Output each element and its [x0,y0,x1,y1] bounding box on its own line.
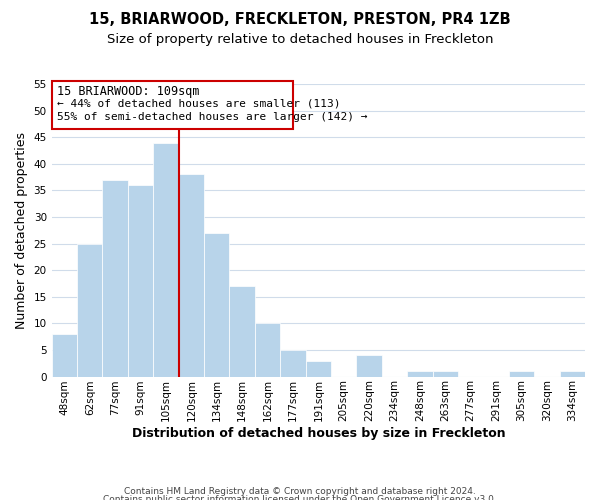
Bar [128,185,153,376]
Bar [52,334,77,376]
Bar [433,371,458,376]
Bar [229,286,255,376]
Bar [560,371,585,376]
Y-axis label: Number of detached properties: Number of detached properties [15,132,28,329]
Bar [204,233,229,376]
Text: Size of property relative to detached houses in Freckleton: Size of property relative to detached ho… [107,32,493,46]
Bar [77,244,103,376]
Bar [509,371,534,376]
Text: 15 BRIARWOOD: 109sqm: 15 BRIARWOOD: 109sqm [57,85,199,98]
Bar [52,82,293,129]
Bar [356,356,382,376]
Bar [407,371,433,376]
Bar [153,142,179,376]
Text: Contains HM Land Registry data © Crown copyright and database right 2024.: Contains HM Land Registry data © Crown c… [124,488,476,496]
Bar [179,174,204,376]
Text: 15, BRIARWOOD, FRECKLETON, PRESTON, PR4 1ZB: 15, BRIARWOOD, FRECKLETON, PRESTON, PR4 … [89,12,511,28]
Bar [255,324,280,376]
Bar [305,360,331,376]
X-axis label: Distribution of detached houses by size in Freckleton: Distribution of detached houses by size … [131,427,505,440]
Text: Contains public sector information licensed under the Open Government Licence v3: Contains public sector information licen… [103,495,497,500]
Bar [103,180,128,376]
Text: ← 44% of detached houses are smaller (113): ← 44% of detached houses are smaller (11… [57,99,340,109]
Text: 55% of semi-detached houses are larger (142) →: 55% of semi-detached houses are larger (… [57,112,367,122]
Bar [280,350,305,376]
